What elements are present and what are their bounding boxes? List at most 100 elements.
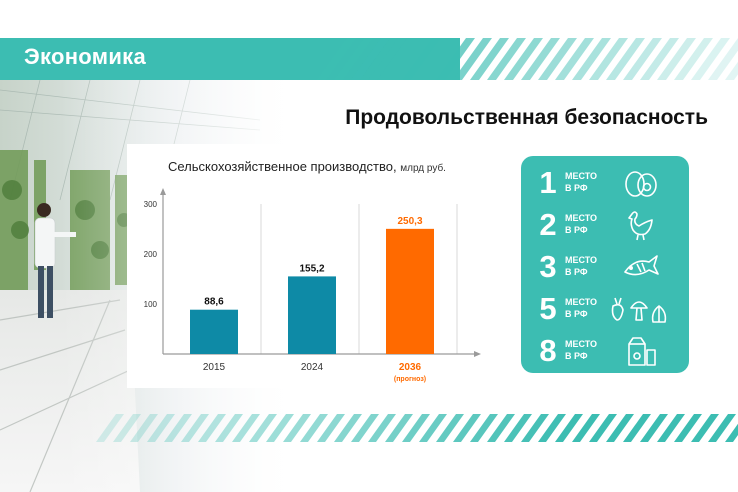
banner-stripe	[606, 414, 634, 442]
banner-stripe	[351, 414, 379, 442]
rank-label: МЕСТО В РФ	[565, 212, 597, 236]
data-label: 155,2	[299, 263, 324, 274]
banner-stripe	[470, 38, 509, 80]
banner-stripe	[249, 414, 277, 442]
x-tick-label: 2015	[203, 362, 226, 373]
chart-title: Сельскохозяйственное производство, млрд …	[168, 159, 446, 174]
banner-stripe	[640, 38, 679, 80]
bar	[386, 228, 434, 354]
banner-stripe	[436, 414, 464, 442]
banner-stripe	[232, 414, 260, 442]
rank-label-line2: В РФ	[565, 309, 588, 319]
banner-stripe	[487, 38, 526, 80]
banner-stripe	[334, 38, 373, 80]
x-axis-arrow	[474, 351, 481, 357]
y-axis-arrow	[160, 188, 166, 195]
banner-stripe	[589, 38, 628, 80]
banner-stripe	[538, 414, 566, 442]
rank-label-line1: МЕСТО	[565, 171, 598, 181]
banner-stripe	[164, 414, 192, 442]
page-headline: Продовольственная безопасность	[345, 106, 708, 129]
rank-label: МЕСТО В РФ	[565, 338, 597, 362]
ranking-item: 3 МЕСТО В РФ	[521, 248, 689, 288]
rank-label-line2: В РФ	[565, 183, 588, 193]
banner-stripe	[691, 414, 719, 442]
dairy-icon	[628, 337, 656, 366]
y-tick-label: 100	[144, 300, 158, 309]
bar-chart: 100 200 300 88,6 2015 155,2 2024 250,3 2036 (прог…	[144, 188, 481, 383]
rank-label: МЕСТО В РФ	[565, 296, 597, 320]
rank-number: 3	[539, 249, 557, 284]
banner-stripe	[96, 414, 124, 442]
rank-label-line2: В РФ	[565, 225, 588, 235]
banner-stripe	[436, 38, 475, 80]
banner-stripe	[657, 414, 685, 442]
banner-stripe	[198, 414, 226, 442]
ranking-panel: 1 МЕСТО В РФ 2 МЕСТО В РФ 3 МЕСТО	[521, 156, 689, 373]
banner-stripe	[572, 414, 600, 442]
banner-stripe	[419, 38, 458, 80]
banner-stripe	[181, 414, 209, 442]
rank-number: 1	[539, 165, 557, 200]
rank-label-line1: МЕСТО	[565, 339, 598, 349]
banner-stripe	[351, 38, 390, 80]
ranking-item: 2 МЕСТО В РФ	[521, 206, 689, 246]
banner-stripe	[708, 414, 736, 442]
rank-label-line1: МЕСТО	[565, 213, 598, 223]
y-tick-label: 200	[144, 250, 158, 259]
banner-stripe	[453, 38, 492, 80]
banner-stripe	[419, 414, 447, 442]
rank-label: МЕСТО В РФ	[565, 254, 597, 278]
banner-stripe	[113, 414, 141, 442]
rank-number: 2	[539, 207, 557, 242]
banner-stripe	[521, 38, 560, 80]
banner-stripe	[402, 38, 441, 80]
banner-stripe	[589, 414, 617, 442]
banner-stripe	[385, 38, 424, 80]
banner-stripe	[317, 414, 345, 442]
ranking-item: 1 МЕСТО В РФ	[521, 164, 689, 204]
banner-stripe	[300, 414, 328, 442]
banner-stripe	[402, 414, 430, 442]
vegetables-icon	[611, 297, 667, 323]
chart-title-text: Сельскохозяйственное производство,	[168, 159, 397, 174]
banner-stripe	[606, 38, 645, 80]
banner-stripe	[334, 414, 362, 442]
banner-stripe	[470, 414, 498, 442]
chart-grid	[260, 204, 458, 354]
banner-stripe	[504, 414, 532, 442]
banner-stripe	[674, 38, 713, 80]
banner-stripe	[317, 38, 356, 80]
banner-stripe	[623, 38, 662, 80]
data-label: 88,6	[204, 297, 224, 308]
top-banner	[0, 38, 738, 80]
banner-stripe	[215, 414, 243, 442]
banner-stripe	[538, 38, 577, 80]
banner-stripe	[147, 414, 175, 442]
ranking-item: 5 МЕСТО В РФ	[521, 290, 689, 330]
banner-stripe	[130, 414, 158, 442]
bar	[288, 276, 336, 354]
x-tick-label: 2024	[301, 362, 324, 373]
banner-stripe	[691, 38, 730, 80]
data-label: 250,3	[397, 216, 422, 227]
banner-stripe	[368, 38, 407, 80]
banner-stripe	[555, 38, 594, 80]
bar	[190, 309, 238, 354]
banner-stripe	[708, 38, 738, 80]
rank-number: 8	[539, 333, 557, 368]
y-tick-label: 300	[144, 200, 158, 209]
banner-stripe	[283, 414, 311, 442]
banner-stripe	[300, 38, 339, 80]
rank-label-line2: В РФ	[565, 267, 588, 277]
forecast-note: (прогноз)	[394, 376, 426, 383]
banner-stripe	[640, 414, 668, 442]
banner-stripe	[572, 38, 611, 80]
banner-stripe	[623, 414, 651, 442]
banner-stripe	[504, 38, 543, 80]
chicken-icon	[628, 211, 653, 241]
section-title: Экономика	[24, 44, 146, 69]
banner-stripe	[657, 38, 696, 80]
banner-stripe	[385, 414, 413, 442]
